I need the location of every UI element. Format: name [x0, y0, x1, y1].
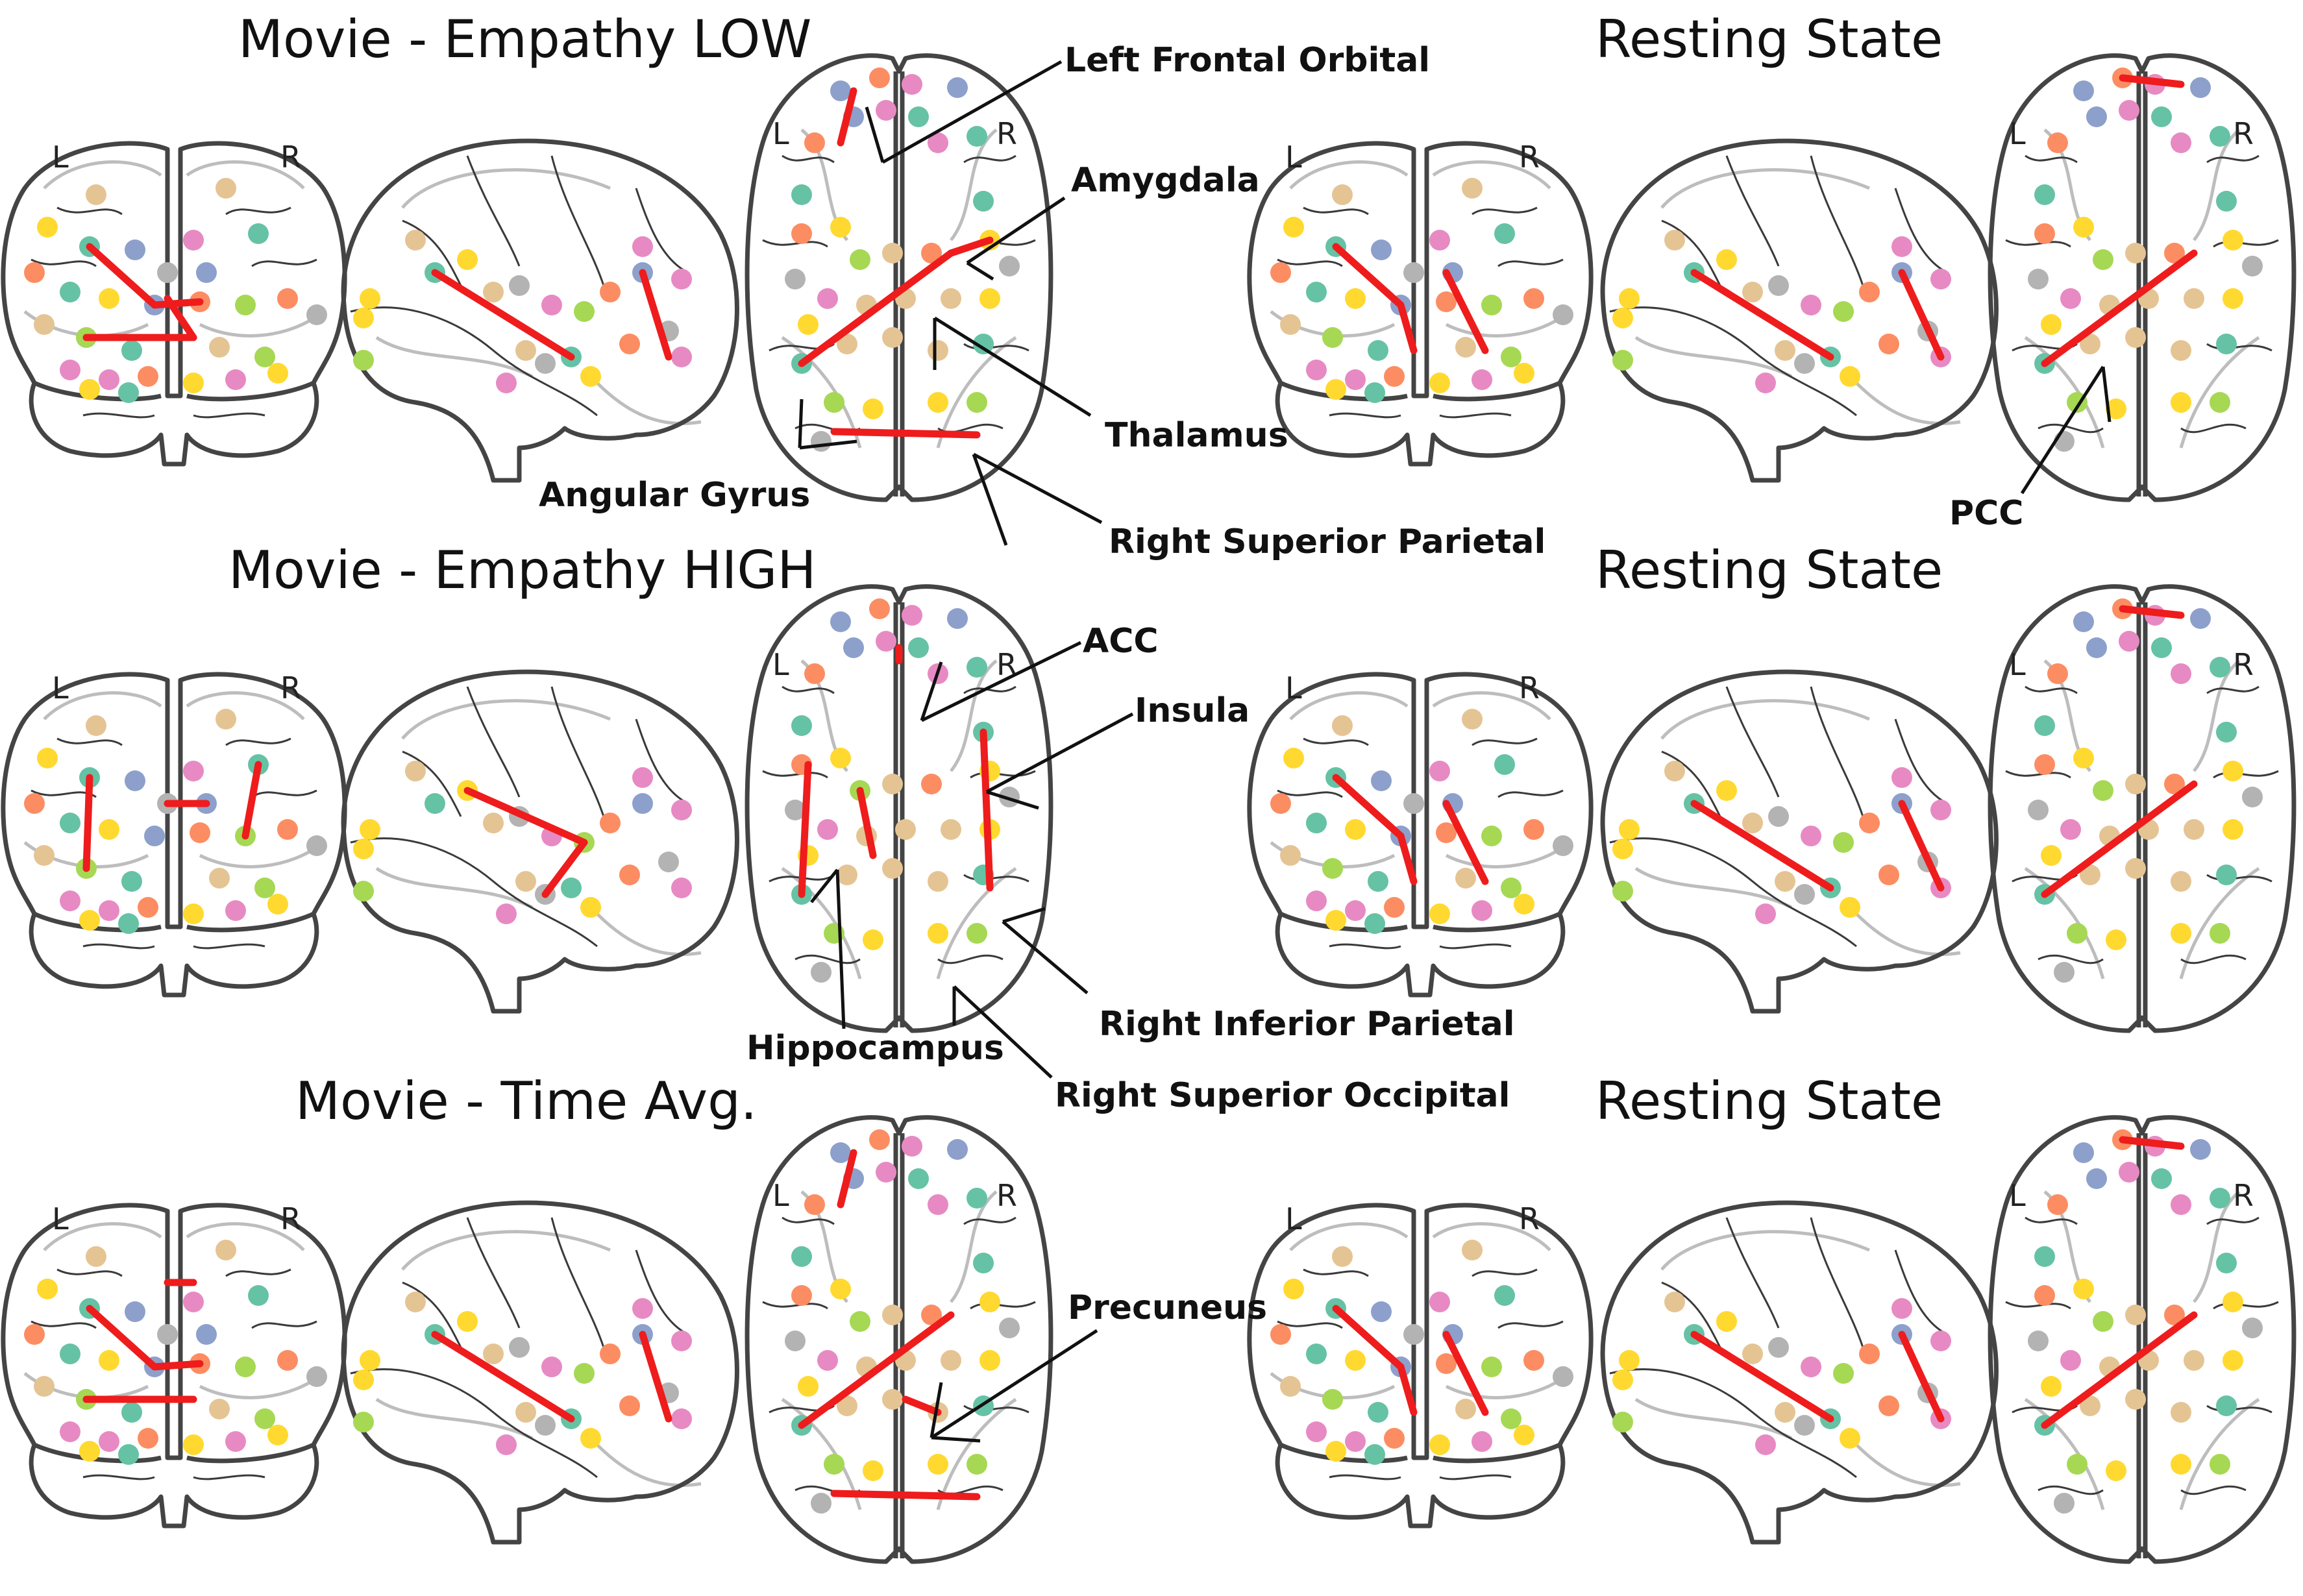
- row2-rest-axial-L-label: L: [2009, 647, 2026, 682]
- label-thalamus: Thalamus: [1105, 416, 1288, 455]
- row2-rest-axial-R-label: R: [2233, 647, 2254, 682]
- row2-rest-axial-brain: [1990, 587, 2294, 1031]
- row1-rest-axial-R-label: R: [2233, 116, 2254, 151]
- row3-rest-coronal-brain: [1250, 1205, 1591, 1526]
- row1-movie-axial-L-label: L: [772, 116, 789, 151]
- row1-title: Movie - Empathy LOW: [238, 9, 811, 69]
- row2-movie-sagittal-brain: [343, 672, 737, 1011]
- row2-movie-coronal-L-label: L: [52, 670, 69, 706]
- row2-rest-coronal-R-label: R: [1519, 670, 1540, 706]
- row3-title: Movie - Time Avg.: [295, 1071, 757, 1131]
- label-right-superior-parietal: Right Superior Parietal: [1109, 522, 1546, 561]
- row1-annotation-arrows: [798, 60, 2112, 546]
- row2-rest-sagittal-brain: [1603, 672, 1996, 1011]
- row2-movie-coronal-brain: [3, 674, 345, 995]
- row1-rest-coronal-R-label: R: [1519, 140, 1540, 175]
- row1-movie-axial-brain: [747, 56, 1051, 500]
- row3-rest-title: Resting State: [1595, 1071, 1943, 1131]
- label-acc: ACC: [1083, 622, 1159, 661]
- row3-movie-coronal-brain: [3, 1205, 345, 1526]
- row1-rest-axial-brain: [1990, 56, 2294, 500]
- label-pcc: PCC: [1949, 494, 2023, 533]
- row3-rest-axial-R-label: R: [2233, 1178, 2254, 1213]
- label-right-inferior-parietal: Right Inferior Parietal: [1099, 1005, 1515, 1044]
- row1-rest-coronal-L-label: L: [1285, 140, 1302, 175]
- row1-movie-coronal-brain: [3, 143, 345, 464]
- row3-annotation-arrows: [930, 1329, 1098, 1443]
- row1-movie-coronal-R-label: R: [280, 140, 301, 175]
- label-hippocampus: Hippocampus: [746, 1029, 1004, 1068]
- label-angular-gyrus: Angular Gyrus: [539, 476, 810, 515]
- row1-movie-coronal-L-label: L: [52, 140, 69, 175]
- row1-rest-title: Resting State: [1595, 9, 1943, 69]
- row1-rest-axial-L-label: L: [2009, 116, 2026, 151]
- row3-rest-coronal-R-label: R: [1519, 1201, 1540, 1236]
- label-left-frontal-orbital: Left Frontal Orbital: [1065, 41, 1430, 80]
- row3-movie-axial-R-label: R: [996, 1178, 1017, 1213]
- row3-rest-axial-brain: [1990, 1118, 2294, 1562]
- label-right-superior-occipital: Right Superior Occipital: [1055, 1076, 1510, 1115]
- row2-annotation-arrows: [810, 641, 1134, 1079]
- row2-rest-coronal-L-label: L: [1285, 670, 1302, 706]
- row3-movie-coronal-R-label: R: [280, 1201, 301, 1236]
- row2-rest-title: Resting State: [1595, 540, 1943, 600]
- row2-movie-axial-L-label: L: [772, 647, 789, 682]
- row3-rest-coronal-L-label: L: [1285, 1201, 1302, 1236]
- row2-movie-axial-brain: [747, 587, 1051, 1031]
- row2-rest-coronal-brain: [1250, 674, 1591, 995]
- label-insula: Insula: [1135, 691, 1250, 730]
- row2-title: Movie - Empathy HIGH: [228, 540, 817, 600]
- row1-rest-coronal-brain: [1250, 143, 1591, 464]
- row3-movie-sagittal-brain: [343, 1203, 737, 1542]
- label-amygdala: Amygdala: [1071, 161, 1260, 200]
- row1-movie-sagittal-brain: [343, 141, 737, 480]
- row1-rest-sagittal-brain: [1603, 141, 1996, 480]
- row2-movie-coronal-R-label: R: [280, 670, 301, 706]
- row1-movie-axial-R-label: R: [996, 116, 1017, 151]
- label-precuneus: Precuneus: [1068, 1288, 1267, 1327]
- row3-movie-coronal-L-label: L: [52, 1201, 69, 1236]
- row3-movie-axial-L-label: L: [772, 1178, 789, 1213]
- row3-rest-sagittal-brain: [1603, 1203, 1996, 1542]
- row3-movie-axial-brain: [747, 1118, 1051, 1562]
- row3-rest-axial-L-label: L: [2009, 1178, 2026, 1213]
